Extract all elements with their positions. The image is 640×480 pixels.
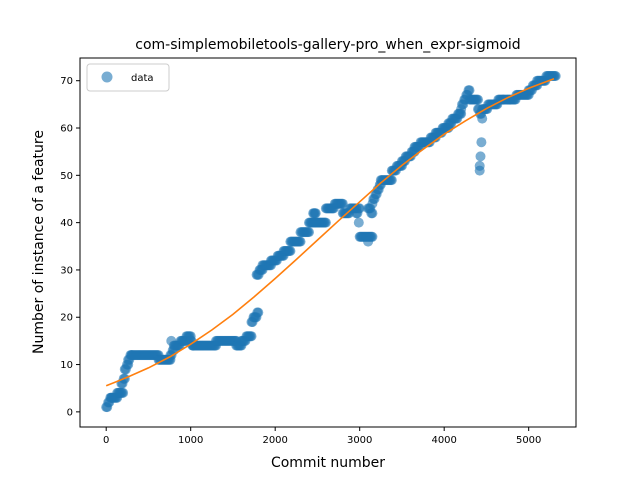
data-point [475, 151, 486, 162]
legend-marker-data [101, 71, 113, 83]
plot-frame [79, 57, 577, 428]
x-axis-ticks: 0 1000 2000 3000 4000 5000 [103, 427, 541, 446]
data-layer [101, 71, 561, 413]
x-tick-label: 0 [103, 435, 109, 446]
data-point [386, 175, 397, 186]
data-point [285, 246, 296, 256]
x-tick-label: 3000 [347, 435, 372, 446]
y-tick-label: 10 [60, 360, 73, 371]
data-point [295, 236, 306, 247]
y-tick-label: 30 [60, 265, 73, 276]
data-point [473, 94, 483, 105]
data-point [310, 208, 321, 219]
y-tick-label: 20 [60, 313, 73, 324]
fit-line [105, 78, 555, 387]
data-point [166, 335, 177, 346]
data-point [363, 236, 374, 247]
legend-label-data: data [131, 73, 154, 84]
chart-title: com-simplemobiletools-gallery-pro_when_e… [135, 37, 520, 53]
data-point [246, 331, 257, 342]
data-point [118, 387, 129, 398]
data-point [337, 198, 348, 209]
x-tick-label: 5000 [516, 435, 541, 446]
y-tick-label: 0 [67, 407, 73, 418]
data-point [476, 137, 487, 148]
y-tick-label: 70 [60, 76, 73, 87]
data-point [354, 203, 365, 214]
data-point [474, 160, 485, 171]
data-point [353, 217, 364, 228]
y-tick-label: 50 [60, 171, 73, 182]
data-point [477, 113, 488, 124]
x-tick-label: 4000 [431, 435, 456, 446]
data-point [320, 217, 331, 228]
x-tick-label: 1000 [178, 435, 203, 446]
y-axis-label: Number of instance of a feature [31, 130, 47, 354]
x-axis-label: Commit number [271, 455, 385, 471]
data-point [367, 208, 378, 219]
y-tick-label: 60 [60, 124, 73, 135]
plot-area [101, 71, 561, 413]
y-tick-label: 40 [60, 218, 73, 229]
y-axis-ticks: 0 10 20 30 40 50 60 70 [60, 76, 80, 418]
data-point [304, 227, 314, 238]
data-point [253, 307, 264, 318]
x-tick-label: 2000 [262, 435, 287, 446]
legend-box [86, 63, 170, 92]
data-point [464, 85, 475, 96]
legend: data [86, 63, 170, 92]
